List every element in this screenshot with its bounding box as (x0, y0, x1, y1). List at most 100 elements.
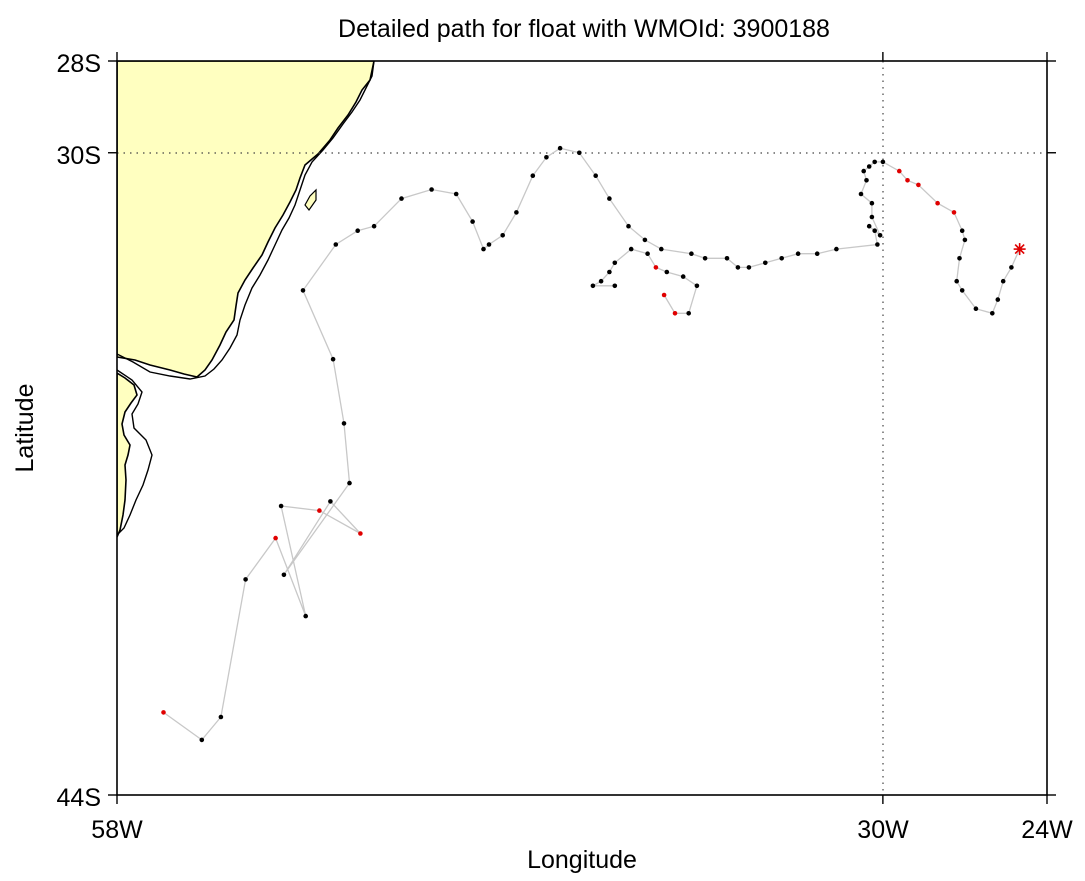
track-point-32 (626, 223, 631, 229)
track-point-30 (593, 173, 598, 178)
track-point-1 (199, 737, 205, 743)
track-point-23 (486, 242, 492, 247)
track-point-47 (866, 223, 872, 229)
grid-lines (117, 61, 1047, 795)
track-point-67 (973, 306, 979, 312)
track-point-2 (218, 714, 224, 720)
track-point-5 (303, 613, 309, 619)
plot-frame (116, 60, 1048, 796)
loop-point-9 (612, 260, 618, 266)
track-point-55 (872, 159, 877, 165)
track-point-53 (861, 168, 866, 174)
track-point-33 (642, 237, 648, 243)
track-point-29 (577, 150, 582, 156)
track-highlight-point-59 (916, 182, 921, 188)
float-track-layer (161, 145, 1026, 743)
track-highlight-point-0 (161, 710, 166, 715)
track-point-6 (278, 503, 284, 509)
track-point-35 (689, 251, 694, 256)
track-point-48 (877, 233, 883, 238)
track-point-50 (869, 200, 875, 206)
track-point-52 (864, 178, 869, 183)
track-point-12 (341, 421, 347, 426)
loop-point-8 (628, 246, 634, 252)
loop-point-13 (612, 283, 618, 289)
track-highlight-point-61 (951, 210, 957, 215)
track-point-18 (399, 196, 404, 201)
loop-highlight-point-0 (661, 292, 667, 298)
track-point-49 (869, 214, 875, 220)
track-point-11 (347, 480, 352, 486)
track-point-27 (544, 155, 549, 160)
track-point-26 (530, 173, 536, 178)
loop-point-2 (686, 311, 691, 316)
track-point-22 (481, 246, 486, 252)
loop-highlight-point-1 (672, 311, 678, 316)
x-tick-label-58w: 58W (91, 816, 143, 844)
float-track-loop-line (590, 248, 698, 314)
track-point-37 (724, 255, 730, 261)
loop-highlight-point-6 (653, 265, 659, 270)
track-point-17 (371, 223, 377, 229)
track-point-66 (959, 288, 965, 293)
land-layer (117, 61, 375, 538)
loop-point-3 (694, 283, 700, 289)
loop-point-7 (645, 251, 650, 256)
coastal-shelf-north (117, 61, 375, 380)
x-axis-label: Longitude (527, 846, 637, 874)
track-point-51 (858, 191, 864, 197)
track-highlight-point-58 (905, 178, 910, 183)
coastal-shelf-south (117, 369, 153, 536)
track-point-40 (763, 260, 768, 266)
track-point-13 (330, 356, 336, 362)
float-track-line (163, 147, 1021, 741)
track-point-10 (281, 572, 287, 578)
track-point-56 (880, 159, 886, 165)
track-point-15 (333, 242, 339, 247)
track-point-70 (1000, 278, 1006, 284)
y-tick-label-30s: 30S (57, 142, 101, 170)
track-point-65 (954, 278, 959, 284)
track-highlight-point-7 (317, 508, 322, 513)
track-highlight-point-57 (897, 168, 902, 174)
landmass-brazil (117, 61, 375, 378)
current-position-marker (1013, 243, 1026, 256)
track-point-31 (607, 196, 612, 201)
track-point-63 (962, 237, 968, 243)
track-highlight-point-60 (935, 200, 940, 206)
track-point-38 (735, 265, 741, 270)
track-point-39 (746, 265, 752, 270)
track-point-3 (243, 577, 248, 582)
y-tick-label-28s: 28S (57, 50, 101, 78)
island (304, 188, 317, 212)
current-position-marker-stroke-3 (1014, 244, 1025, 255)
track-point-16 (355, 228, 361, 233)
track-point-69 (995, 297, 1001, 302)
track-point-20 (453, 191, 459, 197)
track-point-28 (557, 145, 563, 151)
track-point-25 (514, 210, 519, 215)
loop-point-4 (680, 274, 686, 279)
track-point-45 (875, 242, 880, 247)
track-point-68 (990, 311, 995, 316)
track-point-43 (814, 251, 820, 256)
track-point-36 (702, 255, 708, 261)
x-tick-labels: 58W 30W 24W (91, 816, 1073, 844)
loop-point-5 (664, 269, 670, 275)
track-point-19 (429, 187, 434, 192)
track-highlight-point-4 (273, 535, 278, 541)
axis-ticks (108, 52, 1056, 804)
track-point-44 (834, 246, 839, 252)
y-axis-label: Latitude (11, 384, 39, 473)
landmass-uruguay-argentina (117, 372, 138, 538)
track-point-64 (957, 255, 962, 261)
track-point-21 (470, 219, 475, 224)
track-point-46 (872, 228, 877, 233)
loop-point-12 (590, 283, 596, 289)
track-point-14 (300, 288, 306, 293)
x-tick-label-30w: 30W (857, 816, 909, 844)
x-tick-label-24w: 24W (1021, 816, 1073, 844)
track-point-42 (795, 251, 801, 256)
loop-point-10 (607, 269, 612, 275)
